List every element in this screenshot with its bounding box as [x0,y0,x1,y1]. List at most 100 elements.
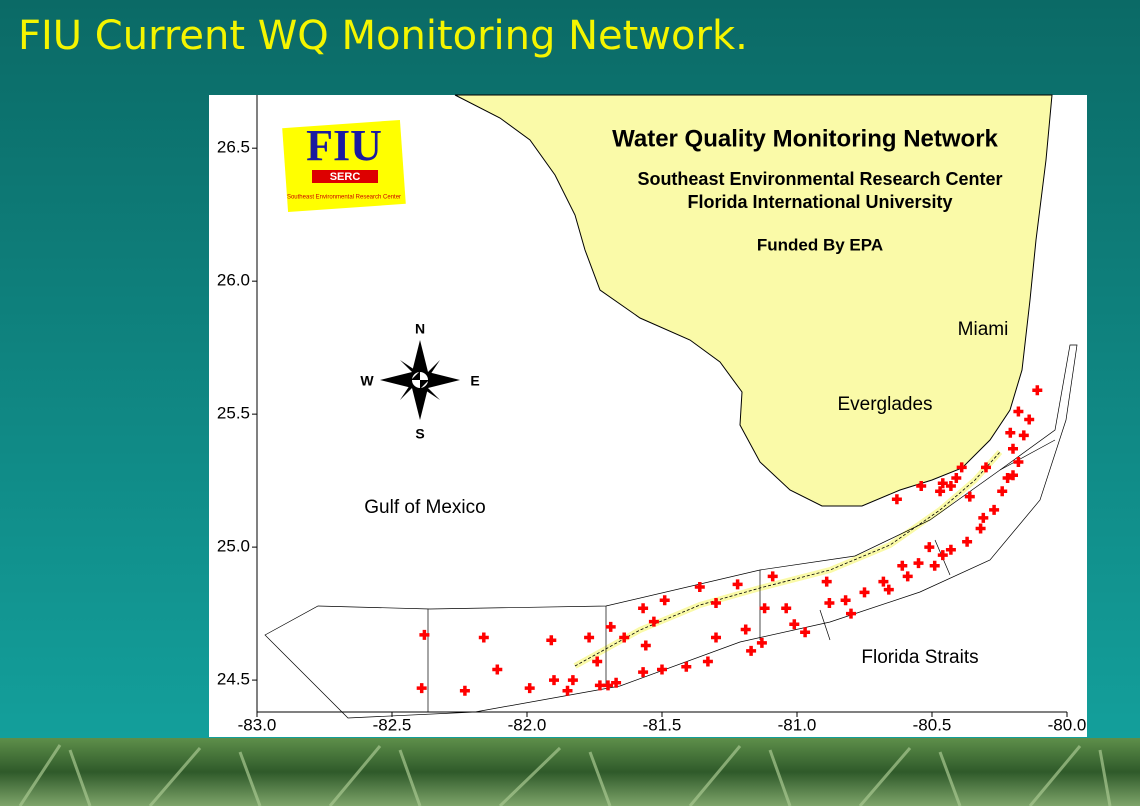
station [592,656,603,667]
y-tick-label: 25.0 [217,537,250,556]
station [989,504,1000,515]
station [638,667,649,678]
station [1008,443,1018,454]
station [756,637,767,648]
station [1024,414,1035,425]
station [1002,472,1013,483]
compass-label: E [470,373,479,389]
station [419,629,430,640]
station [962,536,973,547]
station [789,619,800,630]
logo-badge: SERC [330,171,361,183]
place-label: Everglades [837,394,932,415]
compass-label: S [415,426,424,442]
station [694,582,705,593]
place-label: Miami [958,319,1009,340]
seagrass-blades [18,744,1112,806]
station [648,616,659,627]
station [478,632,489,643]
station [978,512,989,523]
station [883,584,894,595]
y-tick-label: 25.5 [217,404,250,423]
funding: Funded By EPA [757,235,883,254]
compass-label: W [360,373,374,389]
station [638,603,649,614]
station [997,486,1008,497]
logo-badge-bg [312,170,378,183]
station [964,491,975,502]
station [945,544,956,555]
station [740,624,751,635]
station [584,632,595,643]
x-tick-label: -82.5 [373,715,412,734]
station [524,683,535,694]
station [702,656,713,667]
station [902,571,913,582]
map: FIU SERC Southeast Environmental Researc… [217,94,1087,734]
station [975,523,986,534]
station [891,494,902,505]
station [951,472,962,483]
station [546,635,557,646]
station [640,640,651,651]
station [956,462,967,473]
station [567,675,578,686]
station [800,627,811,638]
x-tick-label: -81.0 [778,715,817,734]
station [821,576,832,587]
station [824,597,835,608]
station [846,608,856,619]
x-tick-label: -82.0 [508,715,547,734]
station [732,579,743,590]
station [1032,385,1043,396]
station [981,462,991,473]
x-tick-label: -80.0 [1048,715,1087,734]
logo-caption: Southeast Environmental Research Center [287,195,401,201]
station [916,480,927,491]
station [945,480,956,491]
station [459,685,470,696]
x-tick-label: -81.5 [643,715,682,734]
station [1013,457,1024,468]
station [935,486,946,497]
station [605,621,616,632]
compass-center-fill [411,371,429,389]
seagrass [0,738,1140,806]
place-label: Florida Straits [861,647,978,668]
station [711,597,721,608]
place-label: Gulf of Mexico [364,497,485,518]
y-tick-label: 26.5 [217,138,250,157]
station [549,675,559,686]
station [562,685,573,696]
y-tick-label: 26.0 [217,271,250,290]
station [746,645,757,656]
station [711,632,721,643]
zone-boundary [264,344,1078,719]
station [924,542,935,553]
x-tick-label: -83.0 [238,715,277,734]
station [929,560,940,571]
y-tick-label: 24.5 [217,670,250,689]
station [897,560,908,571]
logo-name: FIU [306,121,382,170]
florida-land [454,94,1053,507]
zone-dividers [427,439,1056,712]
station [937,550,948,561]
station [937,478,948,489]
map-subtitle: Florida International University [687,192,952,212]
station [767,571,778,582]
station [913,558,924,569]
map-subtitle: Southeast Environmental Research Center [637,169,1002,189]
station [878,576,889,587]
station [759,603,770,614]
logo: FIU SERC Southeast Environmental Researc… [282,119,406,213]
station [840,595,851,606]
station [619,632,630,643]
map-title: Water Quality Monitoring Network [612,125,998,152]
station [781,603,792,614]
station [657,664,667,675]
keys-outline [574,451,1001,667]
station [603,680,613,691]
station [1013,406,1024,417]
station [1008,470,1018,481]
